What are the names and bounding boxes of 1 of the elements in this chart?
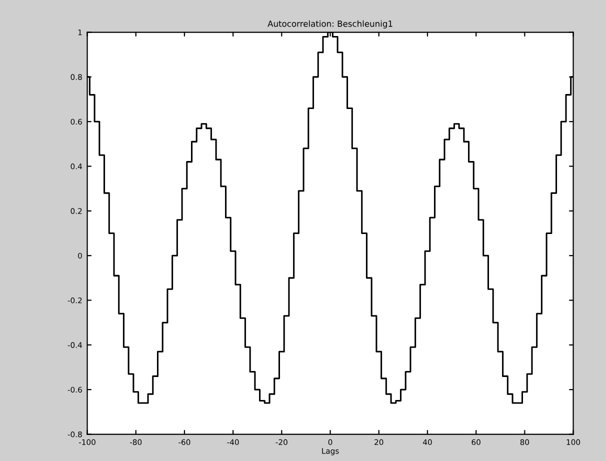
chart-title: Autocorrelation: Beschleunig1 <box>268 20 392 28</box>
